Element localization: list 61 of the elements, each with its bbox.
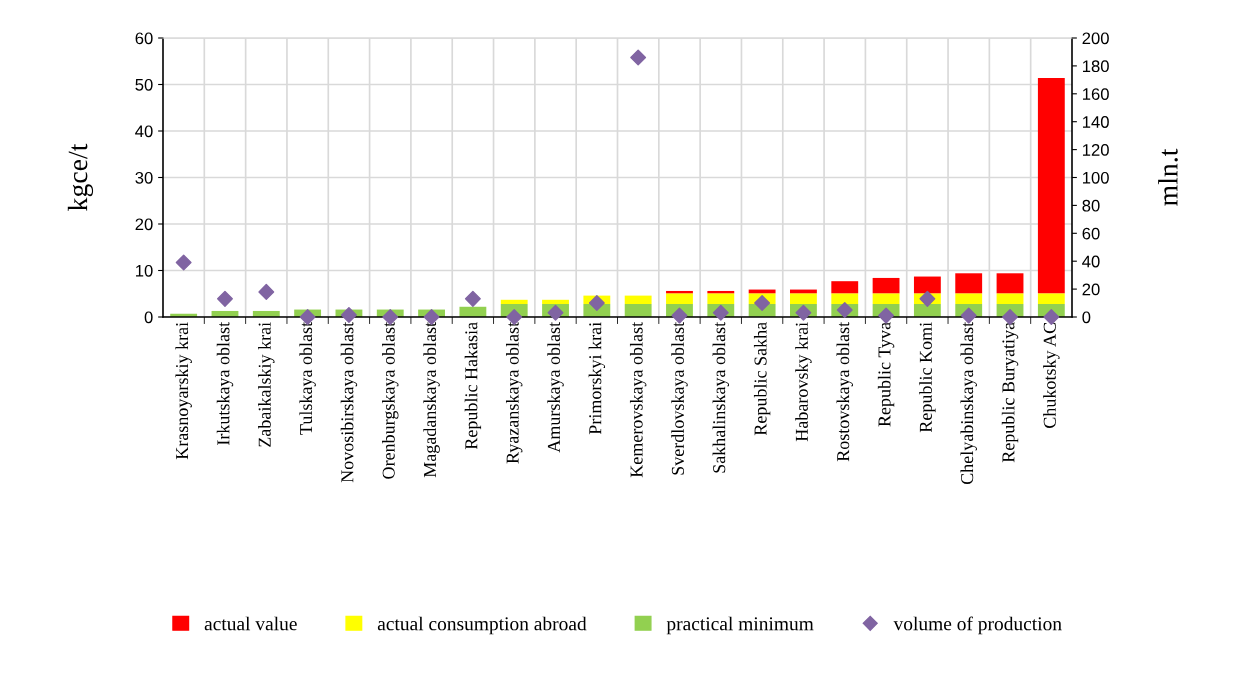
- x-tick-label: Rostovskaya oblast: [836, 321, 853, 462]
- point: [836, 302, 853, 319]
- x-tick-label: Republic Sakha: [753, 322, 771, 436]
- x-tick-label: Ryazanskaya oblast: [505, 321, 523, 464]
- y2-tick-label: 140: [1082, 116, 1109, 128]
- point: [630, 49, 647, 66]
- y2-tick-label: 120: [1082, 144, 1109, 156]
- x-tick-label: Republic Buryatiya: [1001, 322, 1019, 463]
- y-tick-label: 20: [135, 218, 153, 231]
- x-tick-label: Amurskaya oblast: [547, 321, 564, 453]
- x-tick-label: Republic Hakasia: [464, 322, 482, 450]
- point: [258, 283, 275, 300]
- point: [960, 307, 977, 324]
- x-tick-label: Sverdlovskaya oblast: [671, 321, 688, 475]
- point: [340, 306, 357, 323]
- y2-axis-title: mln.t: [1158, 148, 1178, 206]
- legend-label: actual value: [204, 616, 297, 631]
- x-tick-label: Republic Komi: [919, 322, 936, 433]
- x-tick-label: Magadanskaya oblast: [423, 321, 440, 478]
- x-tick-label: Irkutskaya oblast: [216, 321, 234, 446]
- y-tick-label: 60: [135, 32, 153, 45]
- y2-tick-label: 0: [1082, 311, 1091, 324]
- y2-tick-label: 20: [1082, 283, 1100, 296]
- x-tick-label: Orenburgskaya oblast: [382, 321, 399, 479]
- y2-tick-label: 100: [1082, 171, 1109, 184]
- x-tick-label: Chelyabinskaya oblast: [960, 321, 977, 485]
- legend-label: actual consumption abroad: [377, 616, 587, 635]
- legend-label: practical minimum: [666, 616, 814, 635]
- point: [547, 304, 564, 321]
- legend-label: volume of production: [893, 616, 1062, 635]
- y2-tick-label: 200: [1082, 32, 1109, 45]
- x-tick-label: Novosibirskaya oblast: [340, 321, 358, 483]
- point: [712, 304, 729, 321]
- point: [671, 307, 688, 324]
- point: [216, 290, 233, 307]
- point: [175, 254, 192, 271]
- x-tick-label: Republic Tyva: [877, 322, 895, 427]
- y2-tick-label: 80: [1082, 199, 1100, 212]
- y2-tick-label: 160: [1082, 88, 1109, 100]
- y2-tick-label: 60: [1082, 227, 1100, 240]
- y2-tick-label: 180: [1082, 60, 1109, 73]
- y-axis-title: kgce/t: [67, 143, 94, 211]
- y-tick-label: 0: [144, 311, 153, 324]
- point: [919, 290, 936, 307]
- y2-tick-label: 40: [1082, 255, 1100, 268]
- x-tick-label: Tulskaya oblast: [299, 321, 316, 435]
- y-tick-label: 40: [135, 125, 153, 138]
- x-tick-label: Chukotsky AC: [1043, 322, 1060, 428]
- x-tick-label: Sakhalinskaya oblast: [712, 321, 730, 473]
- x-tick-label: Zabaikalskiy krai: [258, 322, 275, 447]
- y-tick-label: 50: [135, 78, 153, 91]
- x-tick-label: Habarovsky krai: [795, 322, 812, 442]
- x-tick-label: Primorskyi krai: [588, 322, 606, 435]
- point: [754, 295, 771, 312]
- point: [464, 290, 481, 307]
- y-tick-label: 30: [135, 171, 153, 184]
- point: [588, 295, 605, 312]
- y-tick-label: 10: [136, 264, 153, 277]
- x-tick-label: Kemerovskaya oblast: [629, 321, 647, 478]
- x-tick-label: Krasnoyarskiy krai: [175, 322, 192, 460]
- point: [795, 304, 812, 321]
